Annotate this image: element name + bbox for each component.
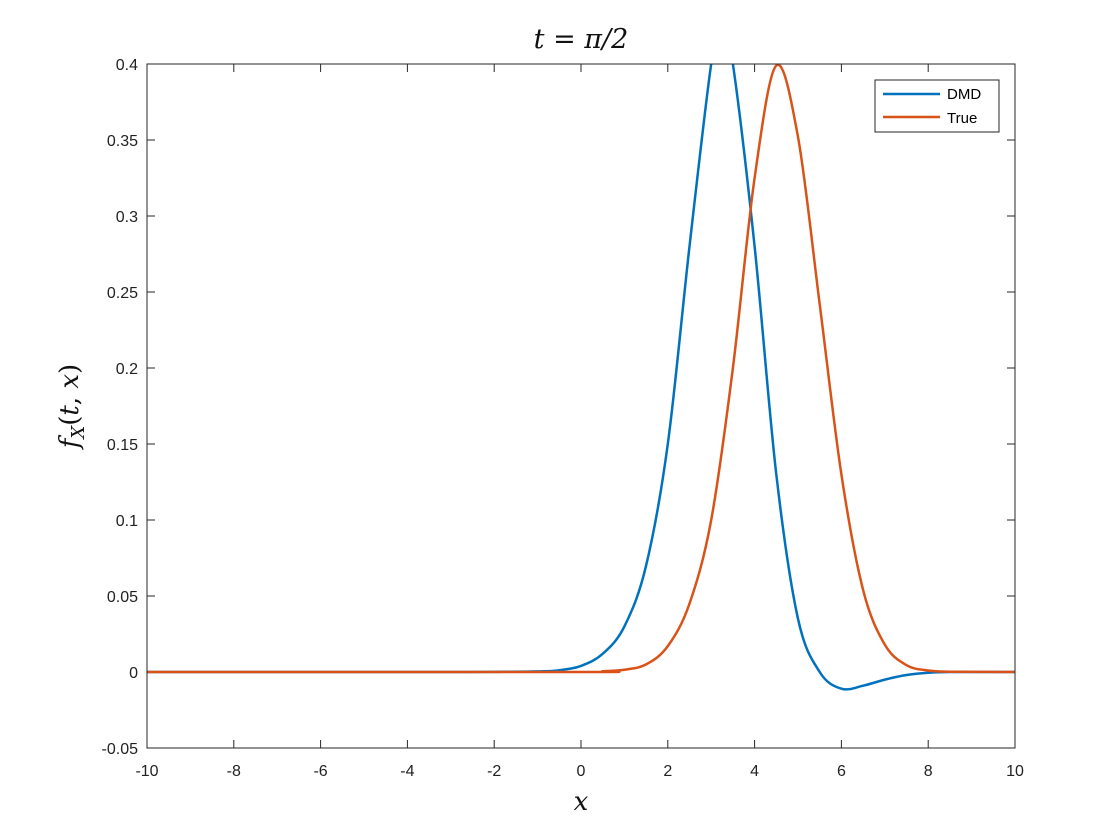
svg-text:fX(t, x): fX(t, x) [55,364,89,450]
x-tick-label: 10 [1006,763,1024,780]
x-tick-label: 4 [750,763,759,780]
legend-box [874,79,1000,133]
x-tick-label: 0 [577,763,586,780]
legend-label-dmd: DMD [947,86,981,103]
series-layer [147,64,1015,691]
y-tick-label: 0.15 [107,437,138,454]
x-tick-label: 6 [837,763,846,780]
y-tick-label: 0.4 [116,57,138,74]
x-axis-label: x [574,787,589,817]
plot-frame [146,63,1016,749]
x-tick-label: -6 [313,763,327,780]
y-axis-label: fX(t, x) [55,364,89,450]
legend-label-true: True [947,110,977,127]
x-tick-label: -10 [135,763,158,780]
y-tick-label: 0 [129,665,138,682]
y-tick-label: 0.1 [116,513,138,530]
chart-title: t = π/2 [534,24,629,55]
series-line-dmd [147,64,1015,691]
y-tick-label: 0.05 [107,589,138,606]
x-tick-label: 2 [663,763,672,780]
y-tick-label: 0.35 [107,133,138,150]
x-tick-labels: -10 -8 -6 -4 -2 0 2 4 6 8 10 [135,763,1024,780]
y-tick-label: -0.05 [102,741,139,758]
y-tick-label: 0.25 [107,285,138,302]
y-tick-labels: -0.05 0 0.05 0.1 0.15 0.2 0.25 0.3 0.35 0.4 [102,57,139,758]
series-line-true [147,64,1015,674]
legend: DMD True [874,79,1000,133]
x-tick-label: -2 [487,763,501,780]
y-tick-label: 0.3 [116,209,138,226]
y-tick-label: 0.2 [116,361,138,378]
x-tick-label: 8 [924,763,933,780]
plot-area [147,64,1015,748]
x-tick-label: -8 [227,763,241,780]
x-tick-label: -4 [400,763,414,780]
